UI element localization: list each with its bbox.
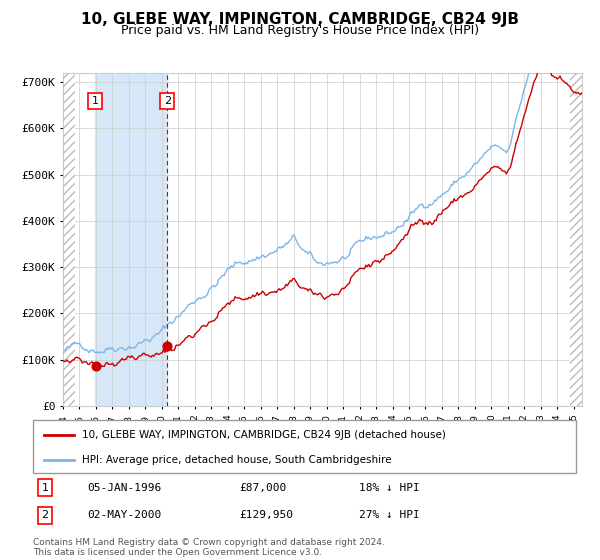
Text: 05-JAN-1996: 05-JAN-1996: [88, 483, 161, 493]
Text: 1: 1: [41, 483, 49, 493]
Text: 10, GLEBE WAY, IMPINGTON, CAMBRIDGE, CB24 9JB: 10, GLEBE WAY, IMPINGTON, CAMBRIDGE, CB2…: [81, 12, 519, 27]
Point: [163, 342, 172, 351]
Text: Price paid vs. HM Land Registry's House Price Index (HPI): Price paid vs. HM Land Registry's House …: [121, 24, 479, 36]
Point: [91, 361, 101, 370]
Bar: [569, 73, 582, 406]
Text: 18% ↓ HPI: 18% ↓ HPI: [359, 483, 419, 493]
Text: 2: 2: [164, 96, 171, 106]
Text: 02-MAY-2000: 02-MAY-2000: [88, 510, 161, 520]
Text: Contains HM Land Registry data © Crown copyright and database right 2024.
This d: Contains HM Land Registry data © Crown c…: [33, 538, 385, 557]
Text: £87,000: £87,000: [239, 483, 287, 493]
FancyBboxPatch shape: [33, 420, 576, 473]
Bar: [569, 73, 582, 406]
Text: HPI: Average price, detached house, South Cambridgeshire: HPI: Average price, detached house, Sout…: [82, 455, 391, 465]
Bar: [95, 73, 167, 406]
Bar: [63, 73, 76, 406]
Text: 1: 1: [92, 96, 98, 106]
Text: 10, GLEBE WAY, IMPINGTON, CAMBRIDGE, CB24 9JB (detached house): 10, GLEBE WAY, IMPINGTON, CAMBRIDGE, CB2…: [82, 430, 446, 440]
Bar: [63, 73, 76, 406]
Text: 27% ↓ HPI: 27% ↓ HPI: [359, 510, 419, 520]
Text: £129,950: £129,950: [239, 510, 293, 520]
Text: 2: 2: [41, 510, 49, 520]
